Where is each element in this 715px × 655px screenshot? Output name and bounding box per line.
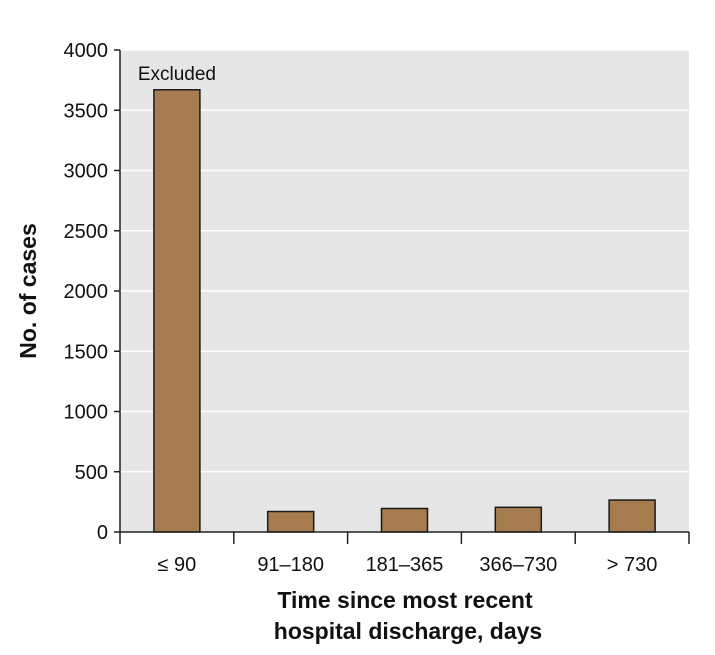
gridlines <box>120 49 689 473</box>
bar <box>608 499 656 533</box>
bar <box>494 506 543 533</box>
y-tick-label: 4000 <box>64 40 109 62</box>
y-tick-label: 2500 <box>64 221 109 243</box>
x-tick-label: 181–365 <box>366 554 444 576</box>
x-tick-label: > 730 <box>607 554 658 576</box>
x-ticks: ≤ 90 91–180 181–365 366–730 > 730 <box>119 532 690 576</box>
y-tick-label: 1000 <box>64 402 109 424</box>
y-axis-label: No. of cases <box>15 223 41 359</box>
y-tick-label: 3500 <box>64 100 109 122</box>
x-axis-label-line-2: hospital discharge, days <box>274 618 542 644</box>
bar-annotation: Excluded <box>138 64 216 85</box>
bar <box>380 507 429 533</box>
y-tick-label: 3000 <box>64 161 109 183</box>
x-tick-label: 91–180 <box>257 554 324 576</box>
y-ticks: 0 500 1000 1500 2000 2500 3000 3500 4000 <box>64 40 120 544</box>
y-tick-label: 500 <box>75 462 108 484</box>
x-tick-label: 366–730 <box>479 554 557 576</box>
y-tick-label: 1500 <box>64 341 109 363</box>
bars <box>153 89 656 533</box>
x-tick-label: ≤ 90 <box>158 554 197 576</box>
x-axis-label-line-1: Time since most recent <box>277 587 533 613</box>
y-tick-label: 0 <box>97 522 108 544</box>
y-tick-label: 2000 <box>64 281 109 303</box>
bar <box>153 89 201 533</box>
bar <box>266 510 315 533</box>
